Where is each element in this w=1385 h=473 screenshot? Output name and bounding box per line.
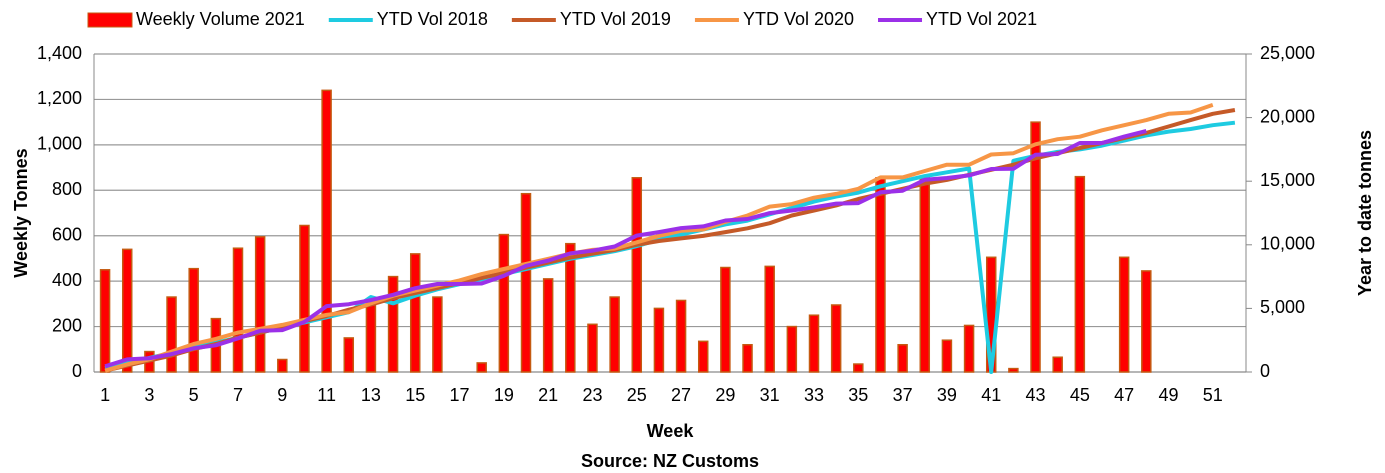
x-tick-label: 11 — [317, 385, 336, 405]
y-tick-label: 1,400 — [37, 43, 82, 63]
x-tick-label: 17 — [450, 385, 470, 405]
y2-tick-label: 0 — [1260, 361, 1270, 381]
bar — [409, 253, 421, 373]
x-tick-label: 31 — [760, 385, 780, 405]
x-tick-label: 25 — [627, 385, 647, 405]
bar — [277, 358, 288, 373]
bar — [875, 177, 886, 373]
legend-swatch — [87, 12, 133, 28]
bar — [498, 233, 510, 373]
x-tick-label: 33 — [804, 385, 824, 405]
legend-label: YTD Vol 2021 — [926, 9, 1037, 29]
y2-tick-label: 25,000 — [1260, 43, 1315, 63]
legend-label: YTD Vol 2018 — [377, 9, 488, 29]
y2-tick-label: 5,000 — [1260, 297, 1305, 317]
source: Source: NZ Customs — [581, 451, 759, 471]
y2-tick-label: 20,000 — [1260, 106, 1315, 126]
x-tick-label: 15 — [405, 385, 425, 405]
bar — [963, 324, 975, 373]
y-tick-label: 200 — [52, 315, 82, 335]
x-tick-label: 45 — [1070, 385, 1090, 405]
bar — [941, 339, 953, 373]
bar — [1052, 356, 1063, 373]
bar — [919, 175, 931, 373]
bar — [897, 343, 908, 373]
bar — [166, 296, 177, 373]
bar — [299, 224, 310, 373]
bar — [476, 362, 487, 373]
x-tick-label: 7 — [233, 385, 243, 405]
x-tick-label: 3 — [144, 385, 154, 405]
y2-tick-label: 15,000 — [1260, 170, 1315, 190]
bar — [99, 269, 111, 373]
line — [104, 129, 1147, 369]
bar — [520, 192, 532, 373]
bar — [653, 307, 665, 373]
bar — [587, 323, 598, 373]
line — [104, 120, 1236, 374]
y-tick-label: 1,200 — [37, 88, 82, 108]
bar — [742, 343, 753, 373]
x-tick-label: 41 — [981, 385, 1001, 405]
x-tick-label: 39 — [937, 385, 957, 405]
bar — [188, 267, 199, 373]
x-tick-label: 9 — [277, 385, 287, 405]
legend-label: YTD Vol 2020 — [743, 9, 854, 29]
bar — [720, 266, 731, 373]
bar — [853, 363, 864, 373]
bar — [1008, 367, 1019, 373]
bar — [321, 89, 332, 373]
x-tick-label: 5 — [189, 385, 199, 405]
y-tick-label: 400 — [52, 270, 82, 290]
x-tick-label: 19 — [494, 385, 514, 405]
x-tick-label: 49 — [1158, 385, 1178, 405]
bar — [697, 340, 709, 373]
x-tick-label: 37 — [893, 385, 913, 405]
legend-label: Weekly Volume 2021 — [136, 9, 305, 29]
bar — [675, 299, 687, 373]
x-tick-label: 29 — [715, 385, 735, 405]
y-tick-label: 600 — [52, 224, 82, 244]
bar — [387, 275, 399, 373]
x-axis-title: Week — [647, 421, 695, 441]
y-axis-title: Weekly Tonnes — [11, 148, 31, 277]
bar — [1074, 175, 1086, 373]
bar — [631, 177, 643, 373]
x-tick-label: 27 — [671, 385, 691, 405]
bar — [786, 325, 798, 373]
x-tick-label: 43 — [1026, 385, 1046, 405]
x-tick-label: 35 — [848, 385, 868, 405]
legend-label: YTD Vol 2019 — [560, 9, 671, 29]
bar — [1030, 121, 1041, 373]
y-tick-label: 1,000 — [37, 134, 82, 154]
bar — [432, 296, 443, 373]
y2-axis-title: Year to date tonnes — [1355, 130, 1375, 296]
line — [104, 103, 1214, 373]
bar — [830, 304, 842, 373]
bar — [343, 337, 355, 373]
x-tick-label: 21 — [538, 385, 558, 405]
x-tick-label: 13 — [361, 385, 381, 405]
x-tick-label: 51 — [1203, 385, 1223, 405]
bar — [1118, 256, 1130, 373]
bar — [565, 242, 576, 373]
bar — [542, 278, 554, 373]
y2-tick-label: 10,000 — [1260, 234, 1315, 254]
bar — [808, 314, 820, 373]
x-tick-label: 47 — [1114, 385, 1134, 405]
bar — [232, 247, 244, 373]
bar — [365, 298, 377, 373]
bar — [1141, 270, 1152, 373]
x-tick-label: 23 — [582, 385, 602, 405]
bar — [764, 265, 775, 373]
x-tick-label: 1 — [100, 385, 110, 405]
y-tick-label: 800 — [52, 179, 82, 199]
bar — [121, 248, 133, 373]
y-tick-label: 0 — [72, 361, 82, 381]
bar — [254, 236, 266, 373]
bar — [609, 296, 620, 373]
